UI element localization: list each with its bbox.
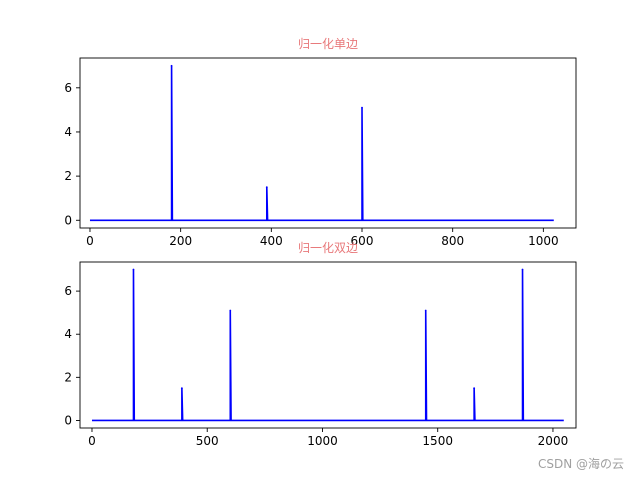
watermark: CSDN @海の云 xyxy=(537,457,624,471)
series-line-2 xyxy=(91,269,564,422)
x-tick-label: 1000 xyxy=(307,434,338,448)
y-tick-label: 2 xyxy=(64,370,72,384)
y-tick-label: 0 xyxy=(64,213,72,227)
axes-frame xyxy=(79,261,577,429)
y-tick-label: 4 xyxy=(64,125,72,139)
y-tick-label: 6 xyxy=(64,284,72,298)
data-point-1-2 xyxy=(265,186,268,189)
y-tick-label: 0 xyxy=(64,413,72,427)
x-tick-label: 600 xyxy=(351,234,374,248)
axes-2: 0 500 1000 1500 2000 0 2 4 6 归一化双边 xyxy=(64,241,577,448)
data-point-2-3 xyxy=(229,309,232,312)
y-tick-label: 6 xyxy=(64,81,72,95)
x-tick-label: 0 xyxy=(88,434,96,448)
data-point-2-6 xyxy=(521,268,524,271)
x-tick-label: 500 xyxy=(196,434,219,448)
data-point-2-5 xyxy=(473,387,476,390)
series-line-1 xyxy=(89,65,554,222)
y-tick-label: 4 xyxy=(64,327,72,341)
data-point-2-1 xyxy=(132,268,135,271)
axes-title: 归一化单边 xyxy=(298,37,358,51)
data-point-2-4 xyxy=(424,309,427,312)
x-tick-label: 1000 xyxy=(528,234,559,248)
axes-1: 0 200 400 600 800 1000 0 2 4 6 归一化单边 xyxy=(64,37,577,248)
data-point-1-3 xyxy=(361,106,363,109)
x-tick-label: 800 xyxy=(441,234,464,248)
axes-title: 归一化双边 xyxy=(298,241,358,255)
x-tick-label: 400 xyxy=(260,234,283,248)
x-tick-label: 2000 xyxy=(538,434,569,448)
axes-frame xyxy=(79,57,577,229)
y-tick-label: 2 xyxy=(64,169,72,183)
data-point-1-1 xyxy=(170,64,173,67)
x-tick-label: 200 xyxy=(169,234,192,248)
data-point-2-2 xyxy=(180,387,183,390)
x-tick-label: 1500 xyxy=(422,434,453,448)
x-tick-label: 0 xyxy=(86,234,94,248)
